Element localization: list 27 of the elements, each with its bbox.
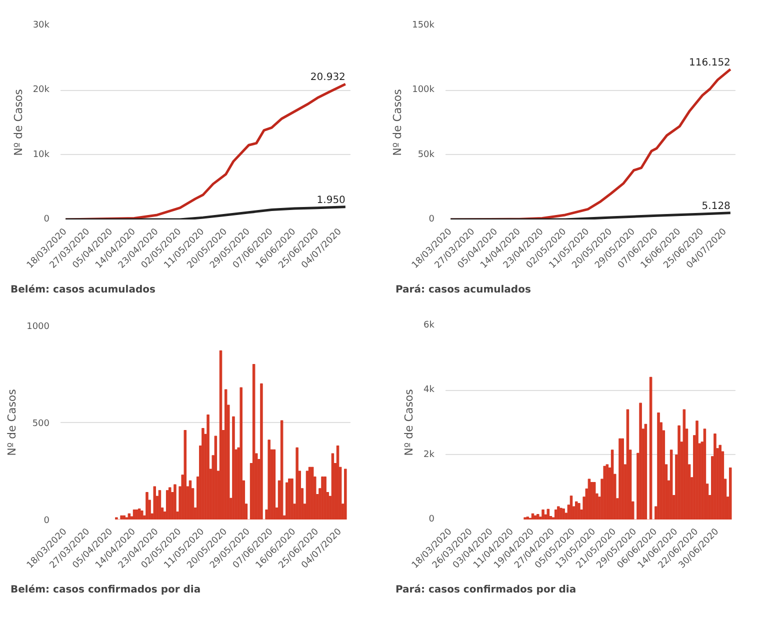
y-tick-label: 1000 bbox=[26, 322, 50, 332]
y-tick-label: 2k bbox=[424, 450, 436, 460]
y-axis-title: Nº de Casos bbox=[6, 388, 19, 456]
y-axis-title: Nº de Casos bbox=[391, 88, 404, 156]
y-axis-title: Nº de Casos bbox=[12, 88, 25, 156]
annotation: 5.128 bbox=[702, 200, 730, 212]
y-tick-label: 10k bbox=[32, 150, 50, 160]
text: Belém: casos acumulados bbox=[10, 284, 156, 296]
y-tick-label: 50k bbox=[418, 150, 436, 160]
annotation: 1.950 bbox=[316, 194, 346, 206]
y-tick-label: 0 bbox=[428, 514, 435, 524]
y-axis-title: Nº de Casos bbox=[402, 388, 416, 456]
y-tick-label: 6k bbox=[424, 320, 436, 330]
y-tick-label: 150k bbox=[412, 20, 436, 30]
y-tick-label: 0 bbox=[44, 214, 50, 224]
annotation: 20.932 bbox=[310, 72, 346, 84]
y-tick-label: 30k bbox=[32, 20, 50, 30]
y-tick-label: 500 bbox=[32, 419, 50, 429]
y-tick-label: 4k bbox=[424, 385, 436, 396]
y-tick-label: 20k bbox=[32, 85, 50, 96]
text: Pará: casos acumulados bbox=[396, 284, 531, 296]
text: Belém: casos confirmados por dia bbox=[10, 584, 201, 596]
y-tick-label: 0 bbox=[428, 214, 435, 224]
text: Pará: casos confirmados por dia bbox=[396, 584, 576, 596]
y-tick-label: 0 bbox=[44, 516, 50, 526]
annotation: 116.152 bbox=[689, 57, 730, 68]
y-tick-label: 100k bbox=[412, 85, 436, 96]
